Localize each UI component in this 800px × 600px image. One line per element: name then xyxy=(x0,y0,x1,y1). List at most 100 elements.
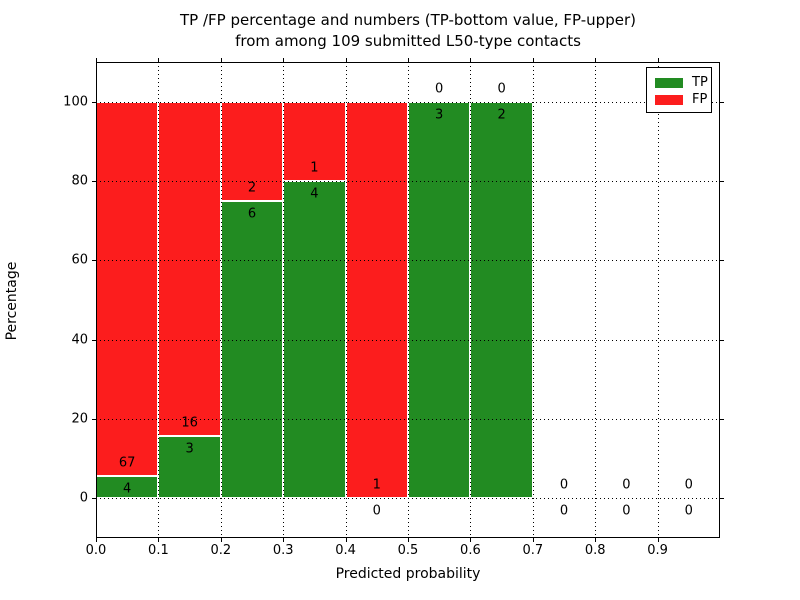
gridline-vertical xyxy=(408,62,409,538)
y-tick-label: 0 xyxy=(79,490,88,506)
bar-tp-segment xyxy=(408,101,471,499)
gridline-vertical xyxy=(158,62,160,538)
legend-row: FP xyxy=(655,91,711,108)
x-tick-top xyxy=(595,58,597,62)
x-tick-label: 0.0 xyxy=(85,543,107,558)
legend-label: TP xyxy=(692,75,708,90)
gridline-vertical xyxy=(220,62,222,538)
x-tick xyxy=(220,538,222,542)
y-tick-right xyxy=(720,498,724,500)
x-tick-label: 0.8 xyxy=(584,543,606,558)
x-tick-label: 0.3 xyxy=(272,543,294,558)
gridline-horizontal xyxy=(96,339,720,341)
y-tick-label: 80 xyxy=(71,173,88,189)
x-axis-label: Predicted probability xyxy=(335,566,481,582)
y-axis-label: Percentage xyxy=(4,261,20,341)
bar-fp-count-label: 2 xyxy=(247,180,257,196)
x-tick xyxy=(408,538,409,542)
x-tick-label: 0.6 xyxy=(460,543,481,558)
y-tick-right xyxy=(720,339,724,341)
tp-legend-swatch xyxy=(655,77,683,88)
bar-tp-count-label: 3 xyxy=(435,107,444,123)
x-tick-label: 0.4 xyxy=(335,543,356,558)
y-tick xyxy=(92,498,96,500)
y-tick xyxy=(92,260,96,262)
y-tick-label: 60 xyxy=(71,252,88,268)
x-tick-top xyxy=(657,58,659,62)
legend-row: TP xyxy=(655,74,711,91)
gridline-horizontal xyxy=(96,498,720,500)
y-tick-right xyxy=(720,181,724,182)
bar-tp-count-label: 0 xyxy=(684,503,693,519)
x-tick-label: 0.5 xyxy=(397,543,419,558)
y-tick xyxy=(92,419,96,420)
x-tick-top xyxy=(220,58,222,62)
legend: TP FP xyxy=(646,67,712,113)
bar-fp-count-label: 1 xyxy=(310,160,319,176)
bar-fp-count-label: 0 xyxy=(435,81,444,97)
plot-area: 67 4 16 3 2 6 1 4 1 0 0 3 0 2 0 0 0 0 0 0 xyxy=(96,62,720,538)
x-tick xyxy=(345,538,347,542)
x-tick xyxy=(532,538,534,542)
gridline-vertical xyxy=(470,62,472,538)
bar-tp-count-label: 6 xyxy=(247,206,257,222)
bar-tp-count-label: 3 xyxy=(185,441,194,457)
gridline-horizontal xyxy=(96,419,720,420)
y-tick-right xyxy=(720,260,724,262)
bar-fp-count-label: 0 xyxy=(622,477,631,493)
bar-fp-segment xyxy=(96,101,159,476)
gridline-vertical xyxy=(595,62,597,538)
bar-fp-segment xyxy=(220,101,284,201)
gridline-vertical xyxy=(345,62,347,538)
x-tick-top xyxy=(158,58,160,62)
gridline-horizontal xyxy=(96,181,720,182)
chart-title-line2: from among 109 submitted L50-type contac… xyxy=(235,32,581,50)
legend-label: FP xyxy=(692,92,708,107)
y-tick xyxy=(92,181,96,182)
chart-title-line1: TP /FP percentage and numbers (TP-bottom… xyxy=(180,11,636,29)
y-tick xyxy=(92,339,96,341)
gridline-vertical xyxy=(283,62,285,538)
y-tick-right xyxy=(720,419,724,420)
x-tick xyxy=(657,538,659,542)
fp-legend-swatch xyxy=(655,94,683,105)
y-tick-label: 40 xyxy=(71,332,88,348)
x-tick xyxy=(158,538,160,542)
bar-tp-count-label: 4 xyxy=(310,186,319,202)
bar-tp-segment xyxy=(220,200,284,499)
bar-tp-count-label: 4 xyxy=(123,481,132,497)
bar-fp-segment xyxy=(345,101,408,499)
x-tick-top xyxy=(408,58,409,62)
x-tick xyxy=(96,538,97,542)
x-tick-label: 0.1 xyxy=(148,543,169,558)
bar-tp-count-label: 0 xyxy=(372,503,381,519)
bar-fp-count-label: 67 xyxy=(118,455,136,471)
bar-fp-count-label: 16 xyxy=(181,415,198,431)
x-tick xyxy=(470,538,472,542)
x-tick-top xyxy=(470,58,472,62)
gridline-vertical xyxy=(532,62,534,538)
y-tick-label: 100 xyxy=(63,94,88,110)
bar-fp-count-label: 0 xyxy=(497,81,506,97)
y-tick-label: 20 xyxy=(71,411,88,427)
bar-tp-count-label: 2 xyxy=(497,107,506,123)
gridline-horizontal xyxy=(96,101,720,103)
bar-tp-segment xyxy=(470,101,533,499)
bar-fp-segment xyxy=(158,101,221,436)
x-tick-label: 0.2 xyxy=(210,543,232,558)
bar-fp-count-label: 1 xyxy=(372,477,381,493)
y-tick xyxy=(92,101,96,103)
y-tick-right xyxy=(720,101,724,103)
bar-fp-count-label: 0 xyxy=(559,477,569,493)
x-tick-label: 0.9 xyxy=(647,543,668,558)
x-tick-label: 0.7 xyxy=(522,543,544,558)
bar-tp-count-label: 0 xyxy=(622,503,631,519)
x-tick-top xyxy=(345,58,347,62)
x-tick xyxy=(283,538,285,542)
chart-title: TP /FP percentage and numbers (TP-bottom… xyxy=(96,10,720,52)
x-tick xyxy=(595,538,597,542)
x-tick-top xyxy=(532,58,534,62)
gridline-horizontal xyxy=(96,260,720,262)
x-tick-top xyxy=(96,58,97,62)
